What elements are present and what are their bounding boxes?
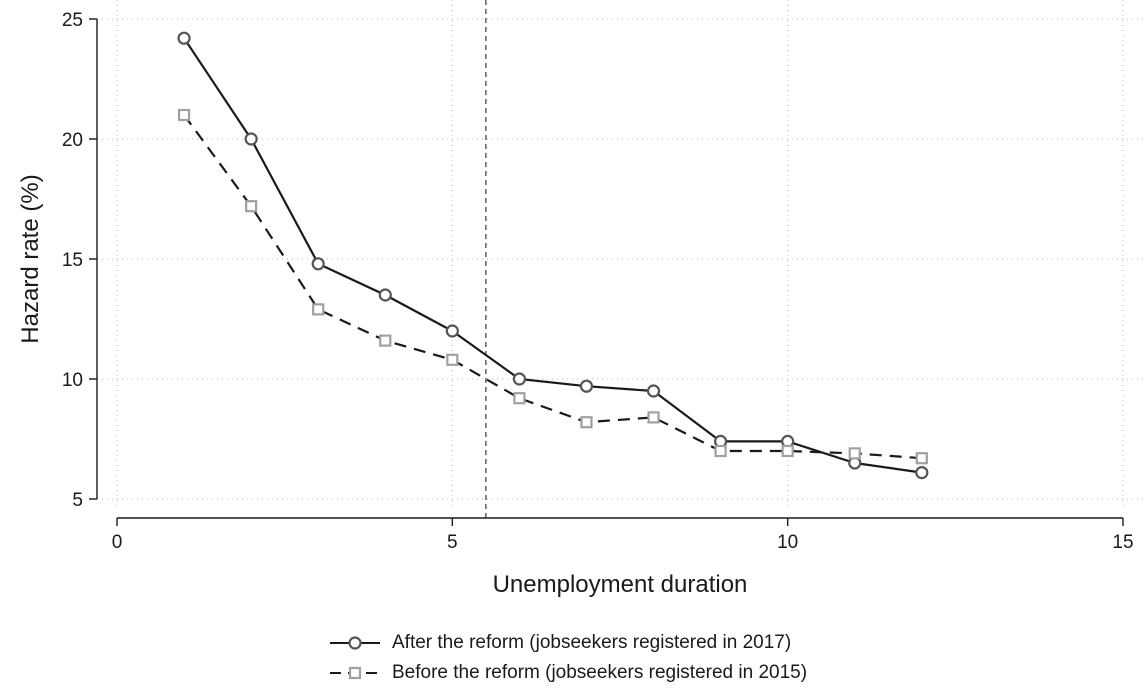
hazard-rate-chart: 5 10 15 20 25 0 5 10 15 Unemployment duration Ha…	[17, 0, 1145, 598]
y-tick-label: 25	[62, 10, 83, 31]
data-point-after	[512, 372, 527, 386]
data-point-before	[848, 447, 861, 460]
data-point-before	[379, 334, 392, 347]
x-tick-label: 15	[1112, 532, 1133, 553]
x-axis-title: Unemployment duration	[493, 571, 748, 598]
data-point-after	[579, 379, 594, 393]
y-tick-label: 15	[62, 250, 83, 271]
data-point-before	[580, 416, 593, 429]
series-line-before	[183, 114, 922, 460]
data-point-before	[781, 444, 794, 458]
legend-label-after: After the reform (jobseekers registered …	[392, 632, 792, 653]
grid-lines	[97, 0, 1145, 507]
data-point-after	[915, 466, 929, 480]
x-tick-label: 0	[112, 532, 123, 553]
axes: 5 10 15 20 25 0 5 10 15	[62, 10, 1134, 553]
data-point-before	[446, 353, 459, 366]
legend-item-before: Before the reform (jobseekers registered…	[330, 658, 807, 688]
legend-key-square-dashed	[330, 666, 380, 680]
legend-key-circle-solid	[330, 636, 380, 650]
y-axis-title: Hazard rate (%)	[17, 174, 44, 343]
y-tick-label: 5	[72, 490, 83, 511]
data-point-before	[915, 452, 928, 465]
x-tick-label: 10	[777, 532, 798, 553]
data-point-after	[378, 288, 392, 302]
data-point-before	[513, 392, 526, 405]
y-tick-label: 10	[62, 370, 83, 391]
data-point-after	[445, 324, 459, 338]
legend-item-after: After the reform (jobseekers registered …	[330, 628, 807, 658]
data-point-before	[177, 108, 191, 122]
data-point-before	[245, 200, 258, 213]
data-point-before	[647, 411, 660, 424]
x-tick-label: 5	[447, 532, 458, 553]
data-point-after	[177, 31, 191, 45]
legend: After the reform (jobseekers registered …	[330, 628, 807, 688]
legend-label-before: Before the reform (jobseekers registered…	[392, 662, 808, 683]
data-point-after	[311, 257, 325, 271]
data-point-after	[646, 384, 661, 398]
y-tick-label: 20	[62, 130, 83, 151]
data-point-before	[714, 444, 727, 458]
series-group	[177, 31, 929, 480]
data-point-before	[312, 303, 325, 316]
data-point-after	[244, 132, 258, 146]
series-line-after	[183, 37, 922, 474]
